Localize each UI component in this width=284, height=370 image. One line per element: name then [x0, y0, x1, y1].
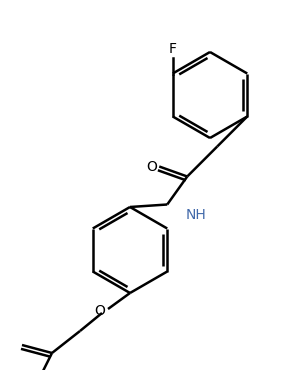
Text: O: O	[95, 304, 105, 318]
Text: NH: NH	[185, 208, 206, 222]
Text: F: F	[169, 41, 177, 55]
Text: O: O	[146, 159, 157, 174]
